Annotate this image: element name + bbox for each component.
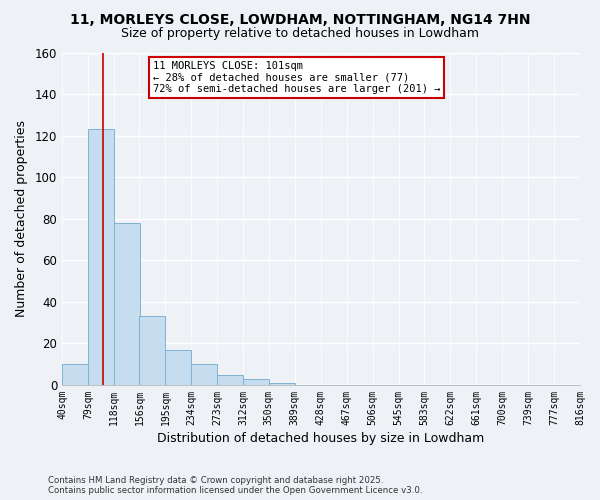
Text: Contains HM Land Registry data © Crown copyright and database right 2025.
Contai: Contains HM Land Registry data © Crown c… (48, 476, 422, 495)
Bar (88, 130, 114, 385)
Bar (114, 223, 140, 385)
Bar (191, 364, 217, 385)
Bar (62, 364, 88, 385)
Text: 11, MORLEYS CLOSE, LOWDHAM, NOTTINGHAM, NG14 7HN: 11, MORLEYS CLOSE, LOWDHAM, NOTTINGHAM, … (70, 12, 530, 26)
Bar (217, 374, 244, 385)
Bar (166, 350, 191, 385)
Text: Size of property relative to detached houses in Lowdham: Size of property relative to detached ho… (121, 28, 479, 40)
Bar (269, 383, 295, 385)
Y-axis label: Number of detached properties: Number of detached properties (15, 120, 28, 317)
Bar (244, 378, 269, 385)
Text: 11 MORLEYS CLOSE: 101sqm
← 28% of detached houses are smaller (77)
72% of semi-d: 11 MORLEYS CLOSE: 101sqm ← 28% of detach… (153, 61, 440, 94)
Bar (139, 316, 166, 385)
X-axis label: Distribution of detached houses by size in Lowdham: Distribution of detached houses by size … (157, 432, 485, 445)
